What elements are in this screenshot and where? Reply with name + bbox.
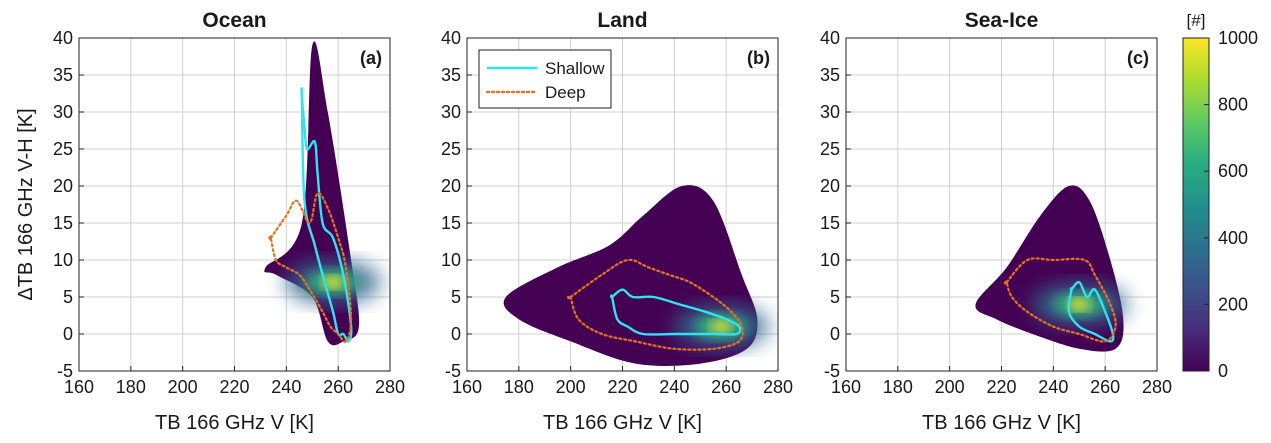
panel-title: Land: [597, 9, 647, 32]
x-tick-label: 240: [271, 377, 301, 397]
y-tick-label: 0: [451, 324, 461, 344]
panel-title: Sea-Ice: [965, 9, 1039, 32]
y-tick-label: 5: [830, 287, 840, 307]
x-axis-label: TB 166 GHz V [K]: [155, 412, 314, 434]
y-tick-label: 25: [820, 139, 840, 159]
x-tick-label: 260: [1090, 377, 1120, 397]
colorbar-ticks: 0 200 400 600 800 1000: [1204, 28, 1258, 381]
colorbar: [#] 0 200 400 600 800 1000: [1182, 11, 1258, 381]
y-tick-label: -5: [445, 361, 461, 381]
colorbar-tick-label: 1000: [1218, 28, 1258, 48]
x-tick-label: 180: [504, 377, 534, 397]
contour-shallow: [1067, 280, 1115, 343]
panel-tag: (c): [1127, 48, 1149, 68]
density-field: [503, 185, 769, 366]
y-tick-label: 15: [53, 213, 73, 233]
y-tick-label: 25: [53, 139, 73, 159]
colorbar-tick-label: 400: [1218, 228, 1248, 248]
y-tick-label: 5: [63, 287, 73, 307]
y-tick-label: 0: [63, 324, 73, 344]
x-tick-label: 260: [323, 377, 353, 397]
panel-tag: (a): [360, 48, 382, 68]
x-tick-label: 280: [375, 377, 405, 397]
colorbar-title: [#]: [1187, 11, 1206, 30]
colorbar-tick-label: 0: [1218, 361, 1228, 381]
contour-deep: [268, 191, 353, 344]
legend-label-shallow: Shallow: [545, 59, 605, 78]
density-field: [975, 185, 1128, 352]
legend: Shallow Deep: [478, 49, 612, 109]
y-tick-label: -5: [824, 361, 840, 381]
y-tick-label: 40: [820, 28, 840, 48]
x-tick-label: 280: [1142, 377, 1172, 397]
contour-shallow: [300, 87, 353, 343]
y-tick-label: 15: [820, 213, 840, 233]
panel-1: 160 180 200 220 240 260 280 -5 0 5 10 15 20 25 30 35 40 O…: [15, 9, 405, 434]
x-tick-label: 280: [763, 377, 793, 397]
legend-label-deep: Deep: [545, 83, 586, 102]
y-tick-label: 35: [53, 65, 73, 85]
panel-title: Ocean: [202, 9, 266, 32]
x-tick-label: 260: [711, 377, 741, 397]
density-field: [264, 41, 381, 346]
density-peak: [322, 276, 343, 289]
contour-deep: [566, 258, 744, 351]
x-tick-label: 240: [659, 377, 689, 397]
x-tick-label: 220: [219, 377, 249, 397]
y-tick-label: 20: [820, 176, 840, 196]
y-tick-label: 20: [53, 176, 73, 196]
y-tick-label: 10: [53, 250, 73, 270]
x-axis-label: TB 166 GHz V [K]: [922, 412, 1081, 434]
x-tick-label: 240: [1038, 377, 1068, 397]
y-tick-label: 0: [830, 324, 840, 344]
x-tick-label: 180: [883, 377, 913, 397]
x-tick-label: 200: [168, 377, 198, 397]
x-axis-label: TB 166 GHz V [K]: [543, 412, 702, 434]
y-tick-label: 35: [820, 65, 840, 85]
contour-deep: [1003, 257, 1117, 343]
legend-box: [478, 49, 612, 109]
x-tick-label: 160: [64, 377, 94, 397]
colorbar-tick-label: 600: [1218, 161, 1248, 181]
x-tick-label: 220: [986, 377, 1016, 397]
density-envelope: [975, 185, 1124, 352]
y-tick-label: -5: [57, 361, 73, 381]
panel-2: 160 180 200 220 240 260 280 -5 0 5 10 15 20 25 30 35 40 L…: [441, 9, 793, 434]
y-axis-label: ΔTB 166 GHz V-H [K]: [15, 108, 37, 300]
y-tick-label: 10: [820, 250, 840, 270]
y-tick-label: 30: [53, 102, 73, 122]
y-tick-label: 30: [441, 102, 461, 122]
density-peak: [710, 320, 731, 333]
contour-shallow: [609, 288, 742, 336]
x-tick-label: 220: [607, 377, 637, 397]
y-tick-label: 40: [53, 28, 73, 48]
x-tick-label: 180: [116, 377, 146, 397]
y-tick-label: 15: [441, 213, 461, 233]
colorbar-tick-label: 200: [1218, 294, 1248, 314]
colorbar-bar: [1182, 37, 1210, 372]
panel-3: 160 180 200 220 240 260 280 -5 0 5 10 15 20 25 30 35 40 S…: [820, 9, 1172, 434]
y-tick-label: 5: [451, 287, 461, 307]
panels-layer: 160 180 200 220 240 260 280-50510152025303540O…: [15, 9, 1172, 434]
panel-tag: (b): [747, 48, 770, 68]
y-tick-label: 35: [441, 65, 461, 85]
x-tick-label: 160: [452, 377, 482, 397]
y-tick-label: 40: [441, 28, 461, 48]
x-tick-label: 200: [935, 377, 965, 397]
density-peak: [1069, 298, 1090, 311]
y-tick-label: 30: [820, 102, 840, 122]
x-tick-label: 200: [556, 377, 586, 397]
y-tick-label: 10: [441, 250, 461, 270]
x-tick-label: 160: [831, 377, 861, 397]
colorbar-tick-label: 800: [1218, 95, 1248, 115]
y-tick-label: 20: [441, 176, 461, 196]
y-tick-label: 25: [441, 139, 461, 159]
